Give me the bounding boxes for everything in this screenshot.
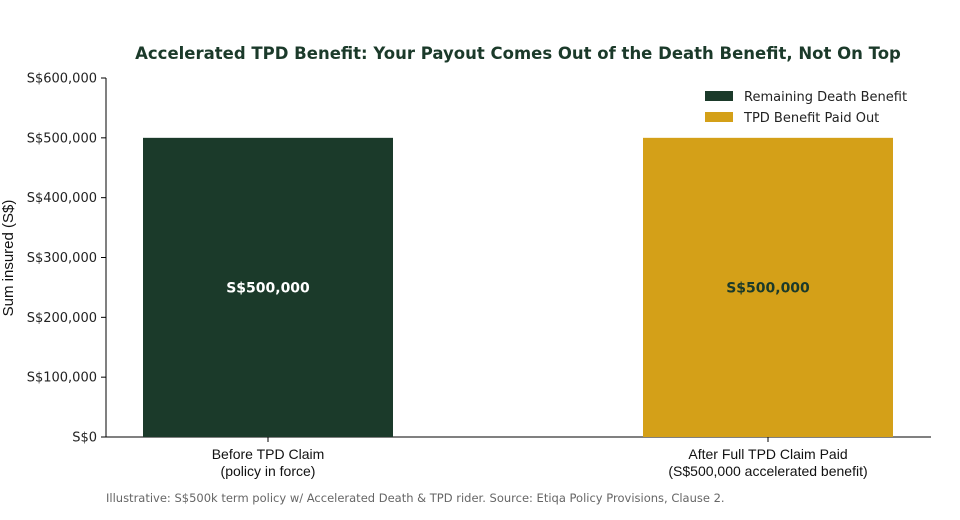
x-tick-label: (S$500,000 accelerated benefit) xyxy=(668,463,867,479)
bar-data-label: S$500,000 xyxy=(726,280,810,296)
legend: Remaining Death Benefit TPD Benefit Paid … xyxy=(705,90,907,126)
bar-remaining-death-benefit xyxy=(143,137,393,438)
y-tick-label: S$100,000 xyxy=(27,371,97,386)
bar-tpd-benefit-paid xyxy=(643,137,893,438)
y-tick-label: S$500,000 xyxy=(27,131,97,146)
x-tick-label: (policy in force) xyxy=(221,463,316,479)
y-tick-label: S$200,000 xyxy=(27,311,97,326)
y-tick-label: S$400,000 xyxy=(27,191,97,206)
y-tick-label: S$0 xyxy=(72,431,97,446)
legend-label: Remaining Death Benefit xyxy=(744,90,907,105)
legend-swatch xyxy=(705,91,733,101)
chart-title: Accelerated TPD Benefit: Your Payout Com… xyxy=(135,44,901,63)
bar-data-label: S$500,000 xyxy=(226,280,310,296)
legend-swatch xyxy=(705,112,733,122)
footnote: Illustrative: S$500k term policy w/ Acce… xyxy=(106,491,725,505)
x-tick-label: After Full TPD Claim Paid xyxy=(688,446,847,462)
y-axis-label: Sum insured (S$) xyxy=(0,200,17,317)
y-tick-label: S$300,000 xyxy=(27,251,97,266)
chart: Accelerated TPD Benefit: Your Payout Com… xyxy=(0,44,931,479)
y-tick-label: S$600,000 xyxy=(27,72,97,87)
legend-label: TPD Benefit Paid Out xyxy=(743,111,879,126)
plot-area: S$0 S$100,000 S$200,000 S$300,000 S$400,000 S… xyxy=(27,72,931,479)
x-tick-label: Before TPD Claim xyxy=(212,446,325,462)
